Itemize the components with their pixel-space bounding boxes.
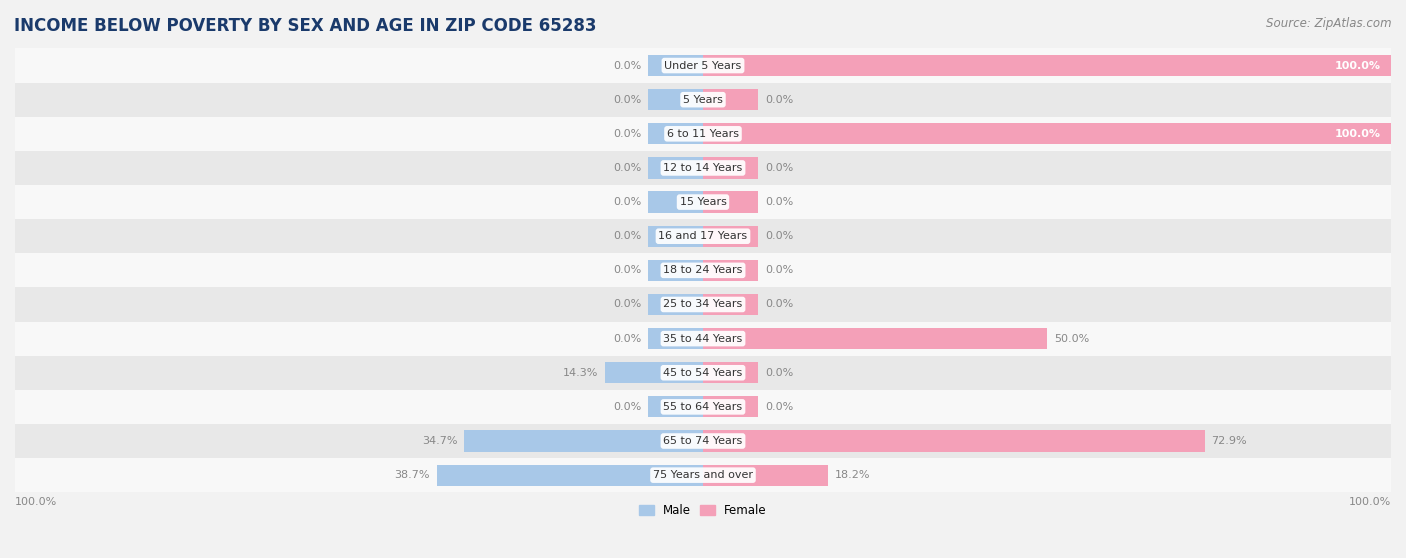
Text: 14.3%: 14.3% <box>562 368 598 378</box>
Bar <box>703 328 1047 349</box>
Bar <box>15 424 1391 458</box>
Bar <box>464 430 703 451</box>
Bar <box>703 260 758 281</box>
Bar <box>648 191 703 213</box>
Bar <box>15 117 1391 151</box>
Text: 100.0%: 100.0% <box>1348 497 1391 507</box>
Text: 6 to 11 Years: 6 to 11 Years <box>666 129 740 139</box>
Text: 50.0%: 50.0% <box>1054 334 1090 344</box>
Bar <box>15 355 1391 390</box>
Text: 0.0%: 0.0% <box>765 163 793 173</box>
Bar <box>15 49 1391 83</box>
Text: 100.0%: 100.0% <box>1334 61 1381 70</box>
Text: 35 to 44 Years: 35 to 44 Years <box>664 334 742 344</box>
Text: 18.2%: 18.2% <box>835 470 870 480</box>
Text: 0.0%: 0.0% <box>613 129 641 139</box>
Text: 0.0%: 0.0% <box>765 197 793 207</box>
Text: 25 to 34 Years: 25 to 34 Years <box>664 300 742 310</box>
Bar <box>15 458 1391 492</box>
Bar <box>648 123 703 145</box>
Bar <box>15 83 1391 117</box>
Text: 100.0%: 100.0% <box>1334 129 1381 139</box>
Bar <box>648 89 703 110</box>
Bar <box>15 185 1391 219</box>
Text: 0.0%: 0.0% <box>613 402 641 412</box>
Bar <box>648 396 703 417</box>
Text: 0.0%: 0.0% <box>613 163 641 173</box>
Bar <box>15 151 1391 185</box>
Text: 0.0%: 0.0% <box>765 300 793 310</box>
Bar <box>15 253 1391 287</box>
Bar <box>703 362 758 383</box>
Bar <box>703 157 758 179</box>
Text: INCOME BELOW POVERTY BY SEX AND AGE IN ZIP CODE 65283: INCOME BELOW POVERTY BY SEX AND AGE IN Z… <box>14 17 596 35</box>
Bar <box>703 89 758 110</box>
Bar <box>648 157 703 179</box>
Bar <box>703 55 1391 76</box>
Text: 72.9%: 72.9% <box>1212 436 1247 446</box>
Text: 18 to 24 Years: 18 to 24 Years <box>664 266 742 275</box>
Bar <box>437 465 703 485</box>
Legend: Male, Female: Male, Female <box>634 499 772 522</box>
Text: 0.0%: 0.0% <box>765 266 793 275</box>
Text: 0.0%: 0.0% <box>765 231 793 241</box>
Text: 5 Years: 5 Years <box>683 95 723 105</box>
Text: Under 5 Years: Under 5 Years <box>665 61 741 70</box>
Text: 0.0%: 0.0% <box>765 368 793 378</box>
Text: 0.0%: 0.0% <box>613 197 641 207</box>
Text: 38.7%: 38.7% <box>394 470 430 480</box>
Bar <box>703 430 1205 451</box>
Text: 34.7%: 34.7% <box>422 436 457 446</box>
Text: 0.0%: 0.0% <box>613 300 641 310</box>
Text: 100.0%: 100.0% <box>15 497 58 507</box>
Bar <box>703 396 758 417</box>
Text: 55 to 64 Years: 55 to 64 Years <box>664 402 742 412</box>
Bar <box>648 55 703 76</box>
Text: 12 to 14 Years: 12 to 14 Years <box>664 163 742 173</box>
Bar <box>703 294 758 315</box>
Text: 0.0%: 0.0% <box>765 402 793 412</box>
Text: 0.0%: 0.0% <box>613 231 641 241</box>
Text: 0.0%: 0.0% <box>613 266 641 275</box>
Bar <box>703 465 828 485</box>
Bar <box>648 225 703 247</box>
Bar <box>15 321 1391 355</box>
Bar <box>15 219 1391 253</box>
Text: 45 to 54 Years: 45 to 54 Years <box>664 368 742 378</box>
Bar <box>605 362 703 383</box>
Text: 0.0%: 0.0% <box>613 95 641 105</box>
Text: Source: ZipAtlas.com: Source: ZipAtlas.com <box>1267 17 1392 30</box>
Bar <box>703 191 758 213</box>
Bar <box>648 260 703 281</box>
Text: 0.0%: 0.0% <box>613 61 641 70</box>
Bar <box>15 287 1391 321</box>
Text: 15 Years: 15 Years <box>679 197 727 207</box>
Text: 16 and 17 Years: 16 and 17 Years <box>658 231 748 241</box>
Bar <box>703 123 1391 145</box>
Bar <box>15 390 1391 424</box>
Text: 0.0%: 0.0% <box>765 95 793 105</box>
Text: 75 Years and over: 75 Years and over <box>652 470 754 480</box>
Bar <box>648 328 703 349</box>
Bar <box>648 294 703 315</box>
Bar <box>703 225 758 247</box>
Text: 65 to 74 Years: 65 to 74 Years <box>664 436 742 446</box>
Text: 0.0%: 0.0% <box>613 334 641 344</box>
